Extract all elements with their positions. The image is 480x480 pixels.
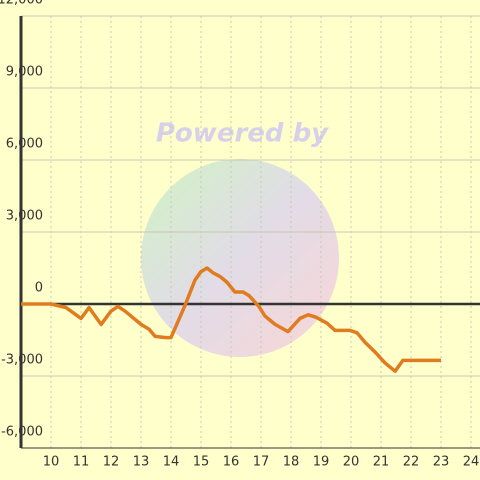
x-tick-label: 19 bbox=[313, 455, 330, 470]
x-tick-label: 12 bbox=[103, 455, 120, 470]
x-tick-label: 20 bbox=[343, 455, 360, 470]
x-tick-label: 22 bbox=[403, 455, 420, 470]
y-tick-label: 3,000 bbox=[6, 209, 43, 224]
x-tick-label: 10 bbox=[43, 455, 60, 470]
x-tick-label: 17 bbox=[253, 455, 270, 470]
x-tick-label: 15 bbox=[193, 455, 210, 470]
y-tick-label: 12,000 bbox=[0, 0, 43, 8]
y-tick-label: 0 bbox=[35, 281, 43, 296]
x-tick-label: 16 bbox=[223, 455, 240, 470]
watermark-text: Powered by bbox=[156, 119, 329, 149]
x-tick-label: 11 bbox=[73, 455, 90, 470]
x-tick-label: 18 bbox=[283, 455, 300, 470]
x-tick-label: 23 bbox=[433, 455, 450, 470]
x-tick-label: 14 bbox=[163, 455, 180, 470]
y-tick-label: 6,000 bbox=[6, 137, 43, 152]
data-line bbox=[21, 266, 441, 373]
watermark-logo bbox=[141, 159, 339, 357]
x-tick-label: 21 bbox=[373, 455, 390, 470]
y-tick-label: 9,000 bbox=[6, 65, 43, 80]
x-tick-label: 13 bbox=[133, 455, 150, 470]
x-tick-label: 24 bbox=[463, 455, 480, 470]
